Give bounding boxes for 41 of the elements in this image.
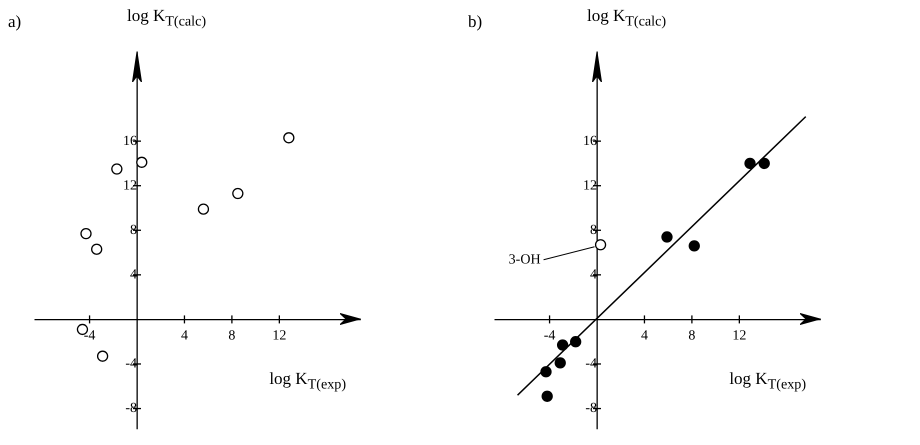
point bbox=[232, 188, 244, 200]
y-tick-label: 8 bbox=[590, 222, 598, 238]
point bbox=[661, 231, 673, 243]
point bbox=[542, 390, 553, 402]
x-axis-title: log K$_{T(exp)}$ bbox=[729, 369, 806, 394]
point bbox=[556, 339, 568, 351]
y-axis-title: log K$_{T(calc)}$ bbox=[587, 6, 666, 30]
point bbox=[283, 132, 294, 144]
y-tick-label: -8 bbox=[125, 401, 138, 416]
y-tick-label: 16 bbox=[123, 134, 138, 149]
x-tick-label: 4 bbox=[180, 328, 188, 344]
point bbox=[540, 366, 552, 378]
y-tick-label: 8 bbox=[130, 222, 138, 238]
point bbox=[570, 336, 582, 348]
y-tick-label: 12 bbox=[583, 178, 598, 194]
x-tick-label: -4 bbox=[544, 328, 556, 344]
point bbox=[594, 239, 606, 250]
x-tick-label: 4 bbox=[640, 328, 648, 344]
x-tick-label: 8 bbox=[688, 328, 696, 344]
point bbox=[198, 203, 210, 215]
chart-title: a) bbox=[8, 12, 22, 32]
y-tick-label: 12 bbox=[123, 178, 138, 194]
point bbox=[136, 156, 148, 168]
x-tick-label: 8 bbox=[228, 328, 236, 344]
x-axis-title: log K$_{T(exp)}$ bbox=[269, 369, 346, 394]
point bbox=[688, 240, 700, 252]
point bbox=[111, 163, 122, 175]
point bbox=[91, 244, 102, 255]
point bbox=[744, 158, 756, 170]
y-axis-title: log K$_{T(calc)}$ bbox=[127, 6, 206, 30]
point bbox=[96, 350, 108, 362]
y-tick-label: -8 bbox=[585, 401, 598, 416]
y-tick-label: 16 bbox=[583, 134, 598, 149]
x-tick-label: 12 bbox=[732, 328, 746, 344]
chart-title: b) bbox=[468, 12, 482, 32]
point bbox=[758, 158, 770, 170]
x-tick-label: -4 bbox=[84, 328, 96, 344]
x-tick-label: 12 bbox=[272, 328, 286, 344]
point bbox=[80, 228, 92, 240]
point bbox=[554, 357, 566, 369]
annotation: 3-OH bbox=[508, 252, 541, 268]
